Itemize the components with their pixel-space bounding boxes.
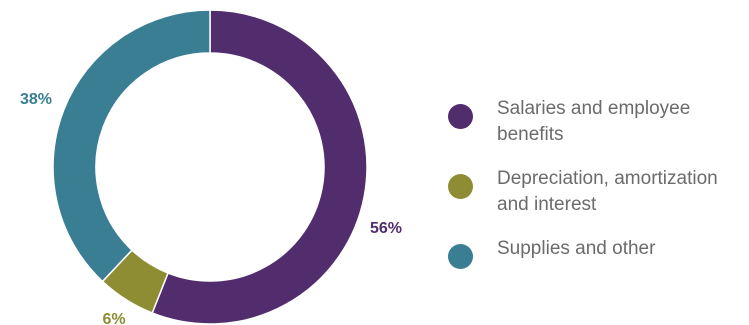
legend-swatch (448, 104, 473, 129)
slice-supplies (52, 9, 211, 283)
legend-label: Salaries and employee benefits (497, 98, 691, 145)
legend-swatch (448, 244, 473, 269)
slice-supplies-label: 38% (20, 91, 52, 108)
legend-swatch (448, 174, 473, 199)
legend-label: Supplies and other (497, 238, 656, 259)
legend-item-supplies: Supplies and other (448, 236, 747, 269)
slice-salaries (151, 9, 368, 325)
donut-chart: 56% 6% 38% (20, 9, 402, 325)
slice-depreciation-label: 6% (102, 311, 125, 325)
legend-label: Depreciation, amortization and interest (497, 168, 718, 215)
legend-item-depreciation: Depreciation, amortization and interest (448, 166, 747, 218)
slice-salaries-label: 56% (370, 220, 402, 237)
chart-legend: Salaries and employee benefits Depreciat… (448, 0, 749, 325)
legend-item-salaries: Salaries and employee benefits (448, 96, 747, 148)
